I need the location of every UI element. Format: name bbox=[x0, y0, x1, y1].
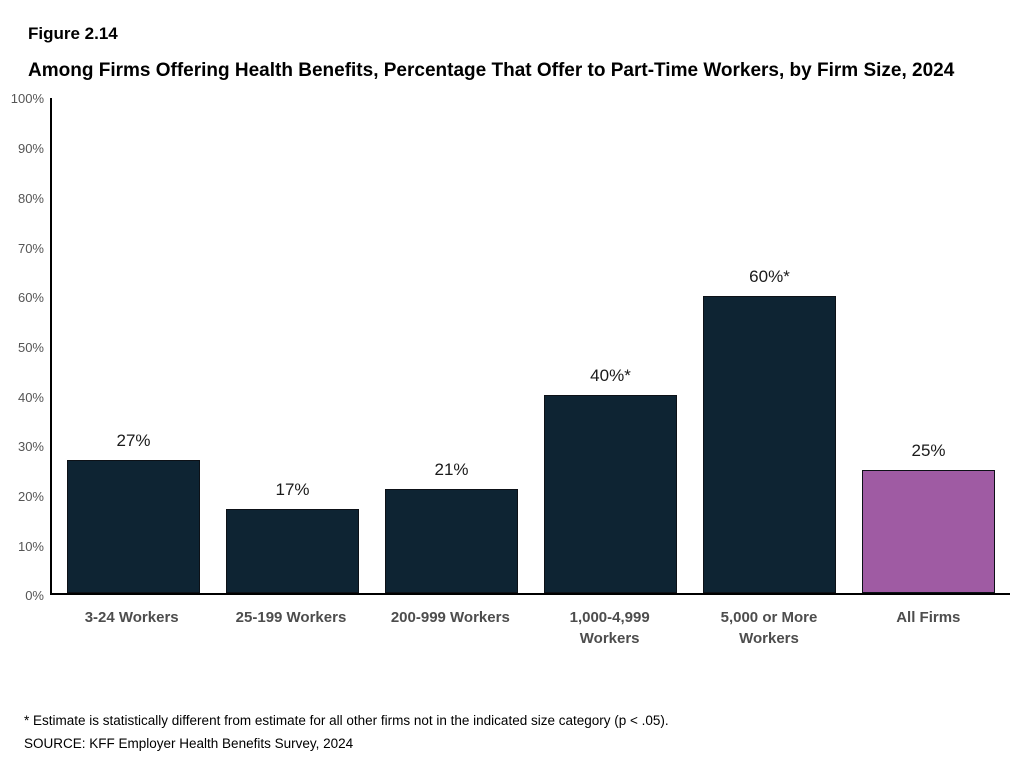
bar-value-label: 25% bbox=[911, 440, 946, 460]
y-tick-label: 60% bbox=[17, 290, 44, 306]
y-tick-label: 0% bbox=[25, 588, 44, 604]
bar-value-label: 40%* bbox=[590, 366, 631, 386]
figure-number: Figure 2.14 bbox=[28, 24, 118, 43]
x-category-label: 5,000 or More Workers bbox=[720, 609, 818, 647]
bar-column: 21% bbox=[380, 98, 523, 594]
y-tick-label: 30% bbox=[17, 439, 44, 455]
bar bbox=[544, 395, 677, 594]
bar-value-label: 17% bbox=[275, 480, 310, 500]
figure-title: Among Firms Offering Health Benefits, Pe… bbox=[28, 60, 955, 81]
y-tick-label: 80% bbox=[17, 190, 44, 206]
y-tick-label: 90% bbox=[17, 141, 44, 157]
bar-value-label: 21% bbox=[434, 460, 469, 480]
y-tick-label: 40% bbox=[17, 389, 44, 405]
plot-area: 27% 17% 21% 40%* 60%* 25% bbox=[50, 98, 1010, 596]
x-category-label: 200-999 Workers bbox=[390, 609, 510, 627]
y-tick-label: 50% bbox=[17, 339, 44, 355]
bar-value-label: 60%* bbox=[749, 267, 790, 287]
bars-row: 27% 17% 21% 40%* 60%* 25% bbox=[52, 98, 1010, 594]
x-category-label: 3-24 Workers bbox=[84, 609, 179, 627]
x-category-label: 25-199 Workers bbox=[235, 609, 347, 627]
footnote-asterisk: * Estimate is statistically different fr… bbox=[24, 712, 669, 728]
bar bbox=[67, 459, 200, 594]
y-tick-label: 10% bbox=[17, 538, 44, 554]
bar-column: 27% bbox=[62, 98, 205, 594]
figure-header: Figure 2.14 Among Firms Offering Health … bbox=[0, 0, 1024, 92]
bar bbox=[385, 489, 518, 594]
bar bbox=[703, 296, 836, 594]
bar bbox=[862, 469, 995, 594]
bar-column: 40%* bbox=[539, 98, 682, 594]
footnotes: * Estimate is statistically different fr… bbox=[24, 709, 669, 756]
x-category-label: 1,000-4,999 Workers bbox=[569, 609, 650, 647]
x-category-label: All Firms bbox=[896, 609, 961, 627]
bar-column: 25% bbox=[857, 98, 1000, 594]
bar-column: 60%* bbox=[698, 98, 841, 594]
footnote-source: SOURCE: KFF Employer Health Benefits Sur… bbox=[24, 736, 354, 752]
x-axis-labels: 3-24 Workers 25-199 Workers 200-999 Worker… bbox=[50, 595, 1010, 649]
bar-column: 17% bbox=[221, 98, 364, 594]
y-tick-label: 100% bbox=[10, 91, 44, 107]
y-tick-label: 20% bbox=[17, 489, 44, 504]
bar-chart: 0% 10% 20% 30% 40% 50% 60% 70% 80% 90% 100% 27% 17%… bbox=[0, 91, 1024, 649]
bar bbox=[226, 509, 359, 594]
plot-column: 27% 17% 21% 40%* 60%* 25% 3-24 Workers 25-199 … bbox=[50, 98, 1010, 649]
bar-value-label: 27% bbox=[116, 430, 151, 450]
y-axis: 0% 10% 20% 30% 40% 50% 60% 70% 80% 90% 100% bbox=[6, 91, 50, 603]
y-tick-label: 70% bbox=[17, 240, 44, 256]
